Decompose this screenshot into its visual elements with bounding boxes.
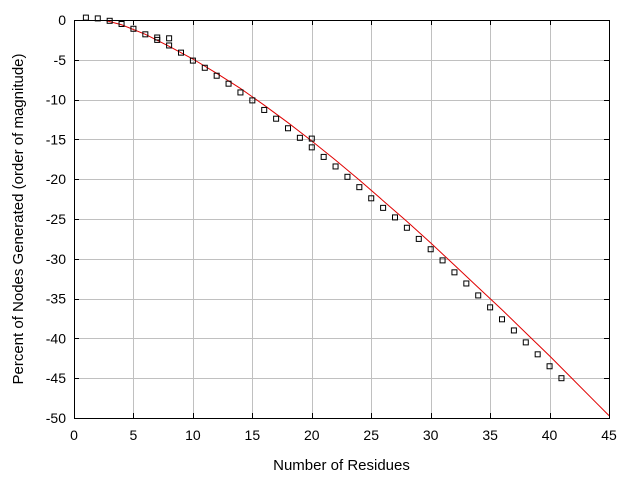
y-axis-tick-labels: 0 -5 -10 -15 -20 -25 -30 -35 -40 -45 -50 <box>46 12 66 426</box>
data-point <box>356 184 363 191</box>
y-tick-label: -30 <box>46 251 66 267</box>
data-point <box>439 257 446 264</box>
data-point <box>154 34 161 41</box>
x-tick-label: 10 <box>185 427 201 443</box>
x-tick-label: 30 <box>423 427 439 443</box>
axis-ticks <box>74 20 610 419</box>
x-tick-label: 5 <box>130 427 138 443</box>
data-point <box>463 280 470 287</box>
data-point <box>249 97 256 104</box>
fit-curve <box>101 20 609 416</box>
data-point <box>332 163 339 170</box>
data-point <box>118 20 125 27</box>
data-point <box>392 214 398 221</box>
x-axis-tick-labels: 0 5 10 15 20 25 30 35 40 45 <box>70 427 617 443</box>
data-point <box>225 80 232 87</box>
data-point <box>261 106 268 113</box>
x-tick-label: 45 <box>601 427 617 443</box>
y-tick-label: -35 <box>46 291 66 307</box>
data-point <box>166 42 173 49</box>
data-point <box>487 304 494 311</box>
data-point <box>213 72 220 79</box>
data-point <box>368 195 375 202</box>
data-point <box>558 375 565 382</box>
x-tick-label: 40 <box>542 427 558 443</box>
data-point <box>510 327 517 334</box>
data-point <box>273 115 280 122</box>
data-point <box>308 144 315 151</box>
data-point <box>534 351 541 358</box>
y-tick-label: -5 <box>54 52 67 68</box>
y-tick-label: -45 <box>46 370 66 386</box>
data-point <box>380 204 387 211</box>
y-tick-label: -10 <box>46 92 66 108</box>
x-axis-title: Number of Residues <box>273 457 410 474</box>
data-point <box>285 125 291 132</box>
fit-curve-layer <box>101 20 609 416</box>
x-tick-label: 25 <box>363 427 379 443</box>
data-point <box>166 35 173 42</box>
x-tick-label: 0 <box>70 427 78 443</box>
y-tick-label: 0 <box>58 12 66 28</box>
data-point <box>142 31 149 38</box>
data-point <box>296 134 303 141</box>
data-point <box>320 153 327 160</box>
data-point <box>237 89 244 96</box>
data-point <box>344 173 351 180</box>
data-point <box>451 269 458 276</box>
data-point <box>130 25 137 32</box>
data-point <box>308 135 315 142</box>
y-tick-label: -25 <box>46 211 66 227</box>
x-tick-label: 15 <box>245 427 261 443</box>
data-point <box>427 246 434 253</box>
x-tick-label: 35 <box>482 427 498 443</box>
y-tick-label: -50 <box>46 410 66 426</box>
data-point <box>546 363 553 370</box>
y-tick-label: -20 <box>46 171 66 187</box>
data-point <box>178 49 184 56</box>
data-point <box>415 235 422 242</box>
data-point <box>189 57 196 64</box>
data-point <box>475 292 482 299</box>
y-tick-label: -15 <box>46 131 66 147</box>
data-point <box>403 224 410 231</box>
data-point <box>499 316 505 323</box>
x-tick-label: 20 <box>304 427 320 443</box>
y-axis-title: Percent of Nodes Generated (order of mag… <box>10 53 27 384</box>
y-tick-label: -40 <box>46 330 66 346</box>
data-point <box>522 339 529 346</box>
data-point <box>201 64 208 71</box>
